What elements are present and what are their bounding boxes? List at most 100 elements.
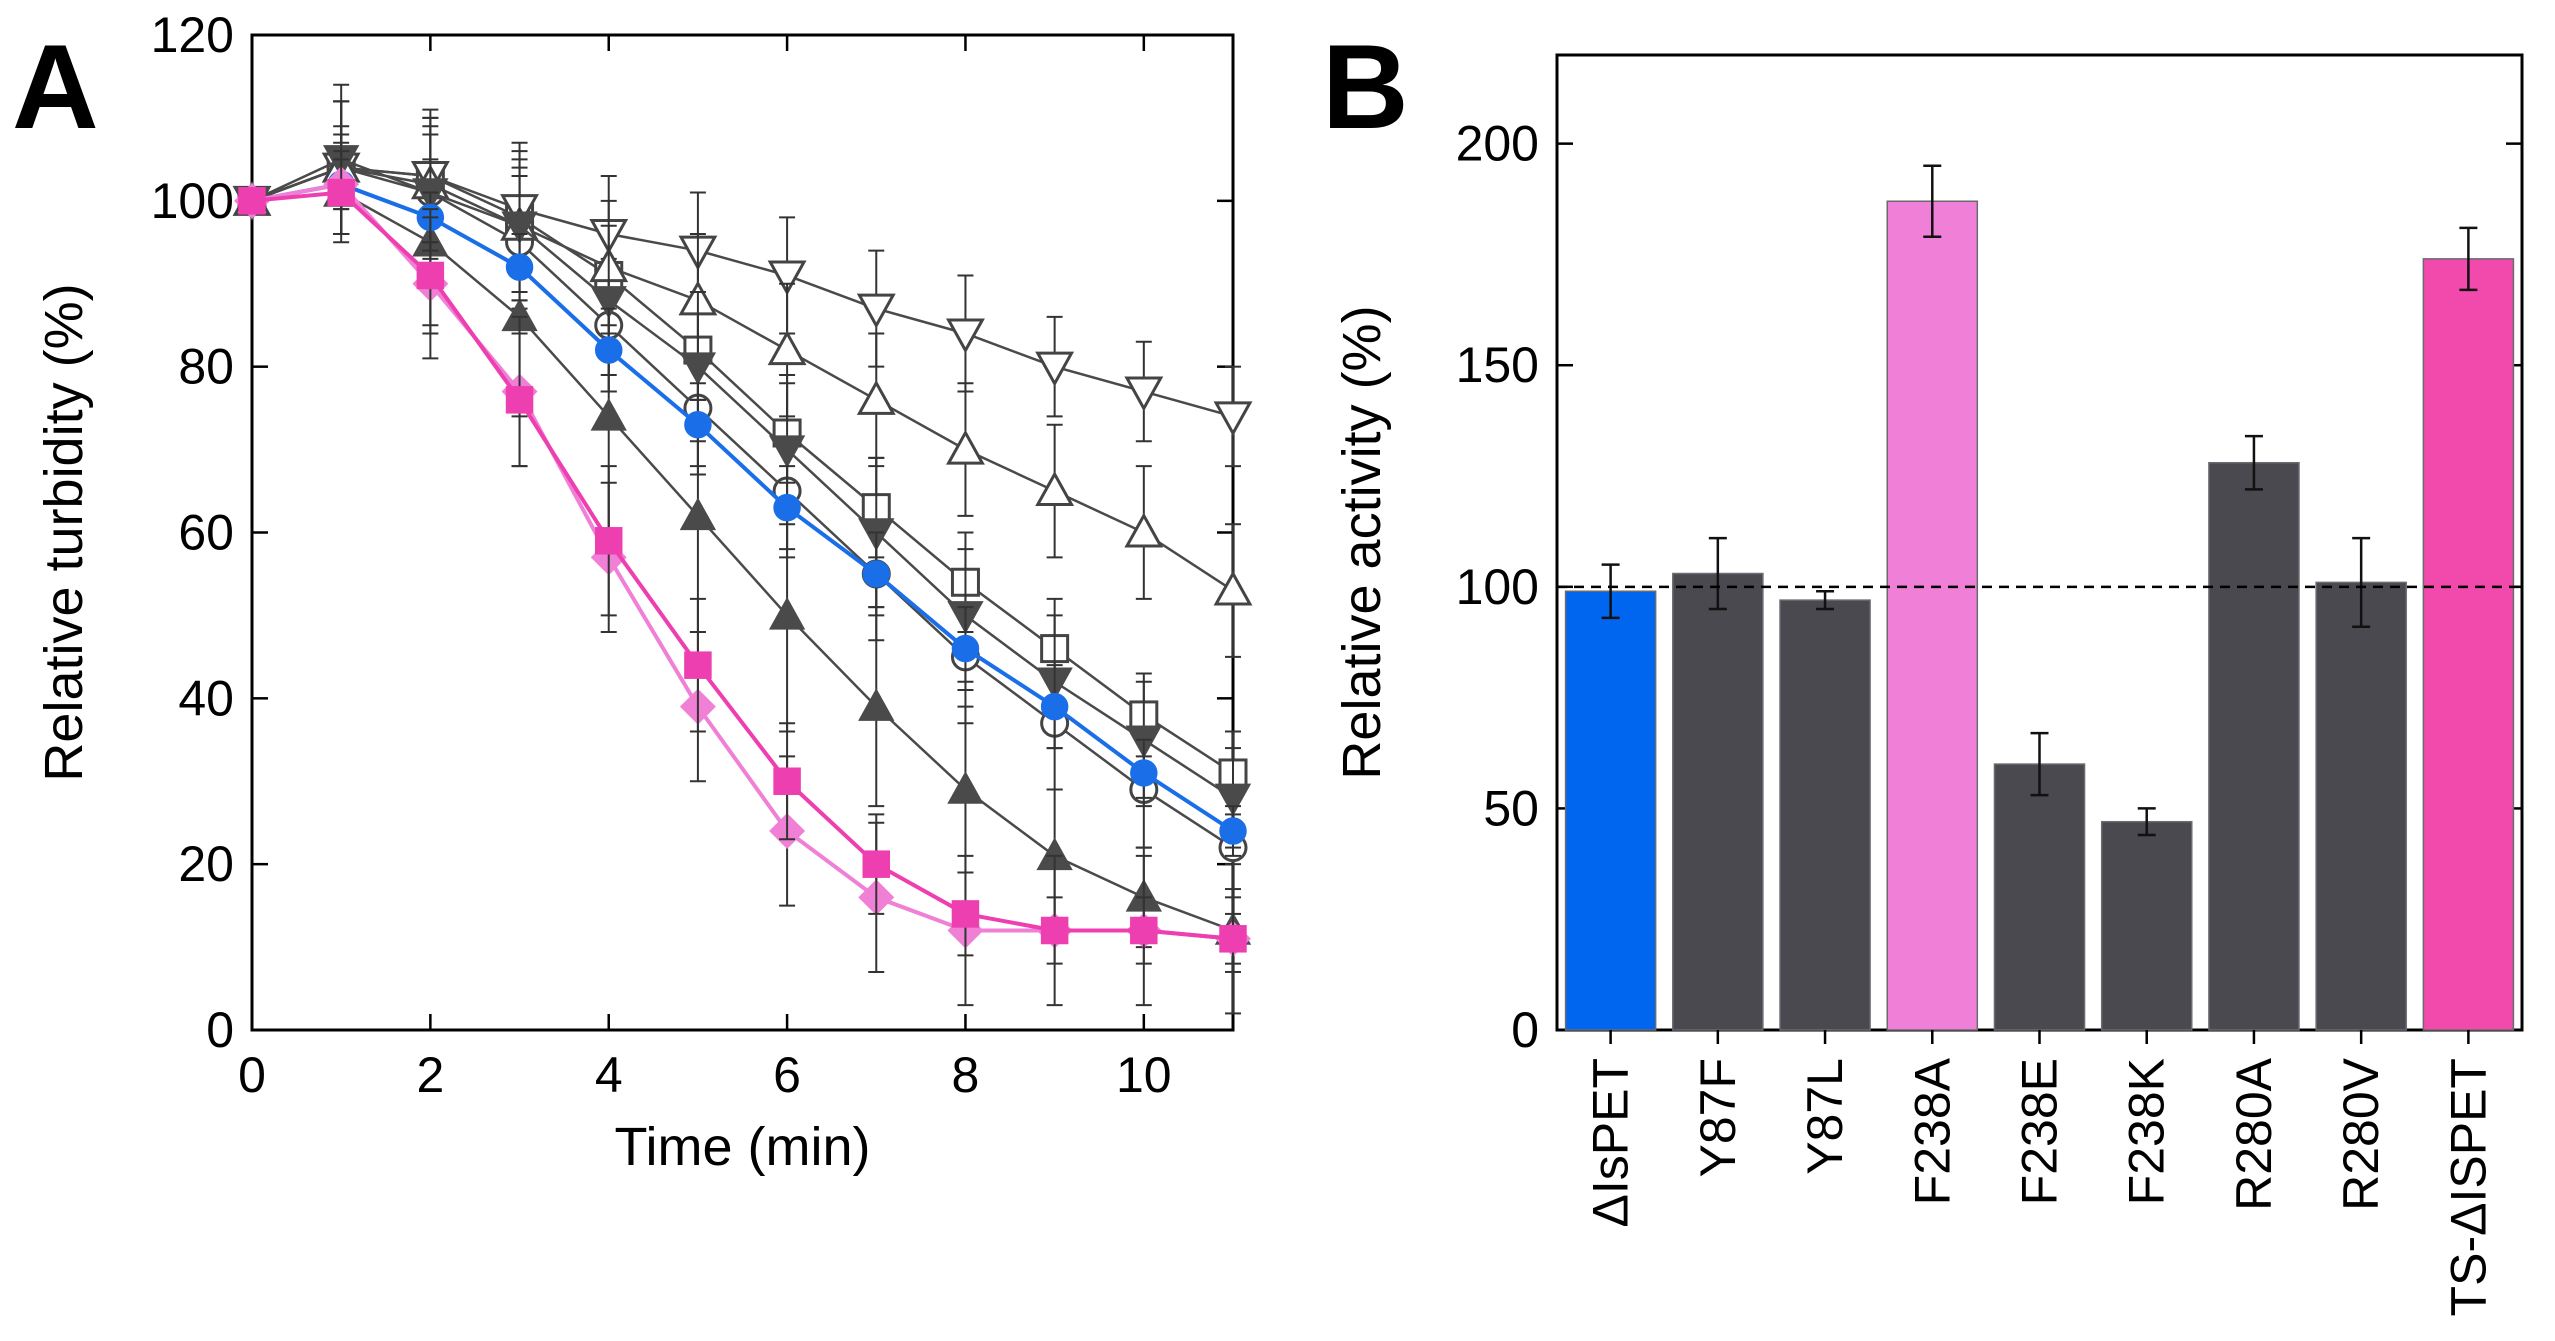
data-point (1124, 376, 1164, 412)
data-point (1219, 817, 1247, 845)
series-line (251, 166, 1234, 418)
x-tick-label: R280A (2226, 1057, 2282, 1211)
panel-a-label: A (12, 20, 99, 154)
y-tick-label: 120 (151, 7, 234, 63)
data-point (951, 634, 980, 663)
y-tick-label: 100 (151, 173, 234, 229)
x-tick-label: R280V (2333, 1057, 2389, 1211)
series-f238k (232, 100, 1253, 468)
series-f238e (233, 141, 1252, 973)
data-point (327, 178, 355, 207)
bar-y87l (1779, 599, 1871, 1031)
data-point (594, 336, 623, 364)
data-point (1219, 925, 1247, 953)
data-point (238, 187, 266, 215)
y-tick-label: 0 (206, 1002, 234, 1058)
x-tick-label: F238A (1904, 1057, 1960, 1205)
x-tick-label: 8 (952, 1047, 980, 1103)
data-point (856, 379, 896, 415)
data-point (1124, 512, 1164, 548)
x-tick-label: F238K (2119, 1058, 2175, 1205)
panel-b-label: B (1322, 20, 1409, 154)
x-tick-label: ΔIsPET (1583, 1058, 1639, 1228)
bar-r280v (2315, 581, 2407, 1031)
series-line (251, 166, 1234, 849)
y-tick-label: 100 (1456, 559, 1539, 615)
y-axis-title: Relative turbidity (%) (34, 283, 94, 781)
data-point (1035, 471, 1075, 507)
series-line (251, 166, 1234, 592)
x-tick-label: 0 (238, 1047, 266, 1103)
data-point (1040, 916, 1069, 945)
data-point (1130, 759, 1158, 787)
x-axis-title: Time (min) (615, 1117, 871, 1177)
data-point (768, 435, 806, 469)
data-point (773, 493, 801, 522)
bar-f238a (1886, 200, 1979, 1031)
y-tick-label: 40 (178, 670, 234, 726)
data-point (947, 771, 984, 804)
data-point (684, 651, 712, 679)
data-point (505, 253, 534, 281)
bar-r280a (2208, 461, 2300, 1031)
data-point (1213, 401, 1253, 437)
x-tick-label: 2 (416, 1047, 444, 1103)
activity-bar-chart: 0 50 100 150 200 Relative activity (%) ΔIsPET Y… (1332, 53, 2524, 1316)
y-tick-label: 80 (178, 339, 234, 395)
data-point (416, 261, 445, 290)
y-tick-label: 0 (1511, 1002, 1539, 1058)
data-point (684, 410, 712, 439)
series-line (251, 158, 1234, 799)
y-tick-label: 200 (1456, 116, 1539, 172)
data-point (679, 352, 717, 386)
y-tick-label: 150 (1456, 337, 1539, 393)
x-tick-label: Y87F (1690, 1058, 1746, 1178)
data-point (862, 560, 891, 588)
series-y87l (237, 125, 1248, 816)
x-tick-label: 4 (595, 1047, 623, 1103)
bar-f238e (1993, 763, 2086, 1031)
series-line (251, 166, 1234, 775)
y-tick-label: 20 (178, 836, 234, 892)
data-point (1214, 783, 1252, 817)
data-point (590, 397, 627, 431)
data-point (1130, 916, 1158, 945)
series-line (251, 190, 1234, 941)
series-line (251, 182, 1235, 833)
data-point (679, 497, 717, 531)
x-tick-label: 10 (1116, 1047, 1172, 1103)
data-point (501, 211, 538, 245)
data-point (1035, 351, 1075, 387)
data-point (858, 688, 895, 721)
data-point (768, 596, 806, 630)
x-tick-label: 6 (773, 1047, 801, 1103)
data-point (1213, 570, 1253, 606)
data-point (773, 767, 801, 795)
data-point (951, 900, 980, 928)
bar-y87f (1672, 572, 1764, 1031)
series-line (251, 182, 1234, 941)
data-point (862, 850, 891, 878)
data-point (1040, 692, 1069, 721)
data-point (594, 527, 623, 555)
x-tick-label: TS-ΔISPET (2440, 1058, 2496, 1316)
y-axis-title: Relative activity (%) (1332, 305, 1392, 779)
bar-f238k (2100, 820, 2193, 1031)
y-tick-label: 50 (1483, 780, 1539, 836)
data-point (505, 386, 534, 414)
series-delta-ispet (238, 158, 1247, 857)
data-point (767, 260, 807, 296)
data-point (946, 429, 985, 465)
bar-delta-ispet (1564, 590, 1657, 1031)
data-point (946, 318, 985, 354)
data-point (856, 293, 896, 329)
series-f238a (234, 133, 1251, 1015)
data-point (590, 286, 627, 319)
series-line (251, 191, 1234, 932)
bar-ts-delta-ispet (2422, 258, 2515, 1031)
x-tick-label: Y87L (1797, 1058, 1853, 1175)
series-ts-delta-ispet (238, 150, 1247, 965)
x-tick-label: F238E (2012, 1058, 2068, 1205)
